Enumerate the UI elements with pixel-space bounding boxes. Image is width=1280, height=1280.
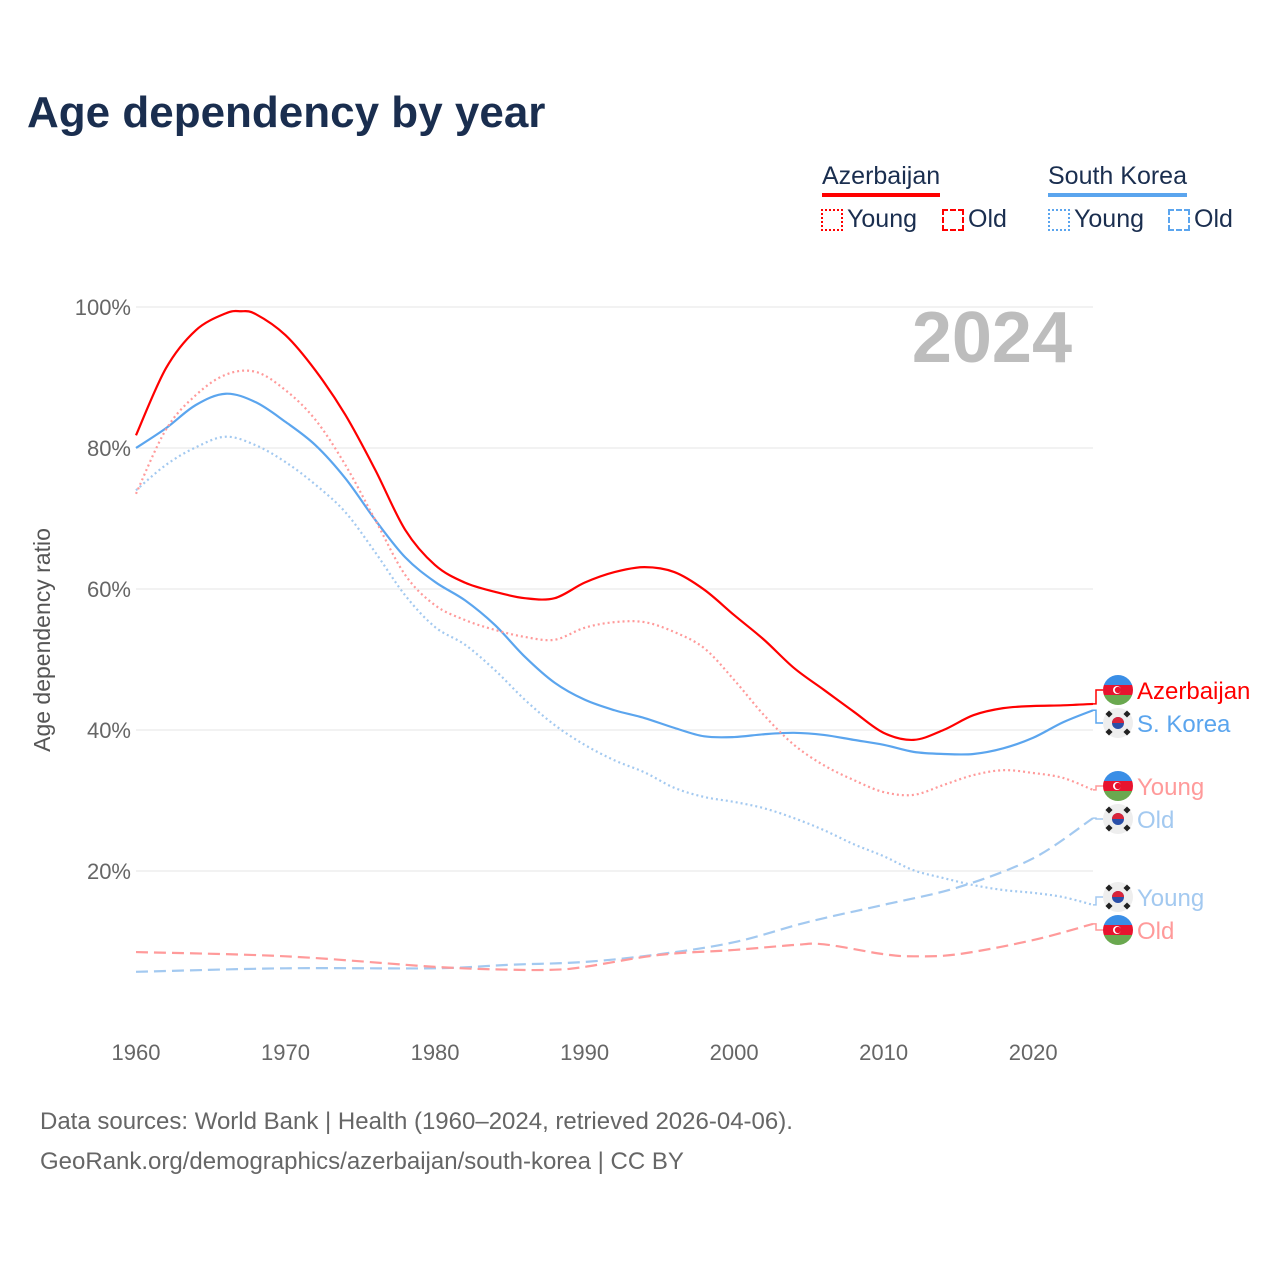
y-tick-label: 100%: [75, 295, 131, 320]
azerbaijan-flag-icon: [1103, 675, 1133, 705]
x-tick-label: 1980: [411, 1040, 460, 1065]
x-tick-label: 2010: [859, 1040, 908, 1065]
azerbaijan-flag-icon: [1103, 915, 1133, 945]
series-line-azerbaijan: [134, 309, 1094, 741]
legend-azerbaijan-young: Young: [821, 205, 917, 234]
x-tick-label: 1970: [261, 1040, 310, 1065]
series-end-label: Old: [1137, 918, 1174, 945]
legend-country-azerbaijan: Azerbaijan: [822, 162, 941, 197]
footer-sources: Data sources: World Bank | Health (1960–…: [40, 1108, 793, 1135]
x-tick-label: 2020: [1009, 1040, 1058, 1065]
series-end-label: Azerbaijan: [1137, 678, 1250, 705]
legend-label: Young: [847, 205, 917, 233]
legend-south-korea-old: Old: [1168, 205, 1233, 234]
y-tick-label: 80%: [87, 436, 131, 461]
label-connector: [1093, 785, 1103, 791]
footer-link[interactable]: GeoRank.org/demographics/azerbaijan/sout…: [40, 1148, 684, 1175]
label-connector: [1093, 923, 1103, 931]
legend-label: Old: [968, 205, 1007, 233]
series-end-label: Young: [1137, 774, 1204, 801]
y-tick-label: 40%: [87, 718, 131, 743]
dotted-swatch-icon: [1048, 208, 1070, 231]
azerbaijan-flag-icon: [1103, 771, 1133, 801]
label-connector: [1093, 689, 1103, 705]
line-chart: 20% 40% 60% 80% 100% 1960 1970 1980 1990 2000 2010…: [29, 295, 1250, 1065]
series-line-south-korea-old: [135, 817, 1094, 973]
legend-country-south-korea: South Korea: [1048, 162, 1187, 197]
series-end-label: Old: [1137, 807, 1174, 834]
series-end-label: S. Korea: [1137, 711, 1231, 738]
x-tick-label: 1990: [560, 1040, 609, 1065]
south-korea-flag-icon: [1103, 804, 1133, 834]
series-line-south-korea: [135, 392, 1094, 756]
x-tick-label: 1960: [112, 1040, 161, 1065]
y-tick-label: 20%: [87, 859, 131, 884]
label-connector: [1093, 896, 1103, 906]
legend-south-korea-young: Young: [1048, 205, 1144, 234]
dashed-swatch-icon: [942, 208, 964, 231]
year-watermark: 2024: [912, 298, 1072, 378]
legend-label: Young: [1074, 205, 1144, 233]
series-line-azerbaijan-old: [135, 922, 1094, 972]
label-connector: [1093, 817, 1103, 820]
y-axis-label: Age dependency ratio: [29, 528, 55, 752]
legend-azerbaijan-old: Old: [942, 205, 1007, 234]
y-tick-label: 60%: [87, 577, 131, 602]
x-tick-label: 2000: [710, 1040, 759, 1065]
label-connector: [1093, 709, 1103, 724]
series-line-azerbaijan-young: [135, 369, 1094, 797]
south-korea-flag-icon: [1103, 882, 1133, 912]
dashed-swatch-icon: [1168, 208, 1190, 231]
legend-label: Old: [1194, 205, 1233, 233]
series-line-south-korea-young: [135, 435, 1094, 906]
chart-title: Age dependency by year: [27, 88, 546, 137]
dotted-swatch-icon: [821, 208, 843, 231]
series-end-label: Young: [1137, 885, 1204, 912]
south-korea-flag-icon: [1103, 708, 1133, 738]
